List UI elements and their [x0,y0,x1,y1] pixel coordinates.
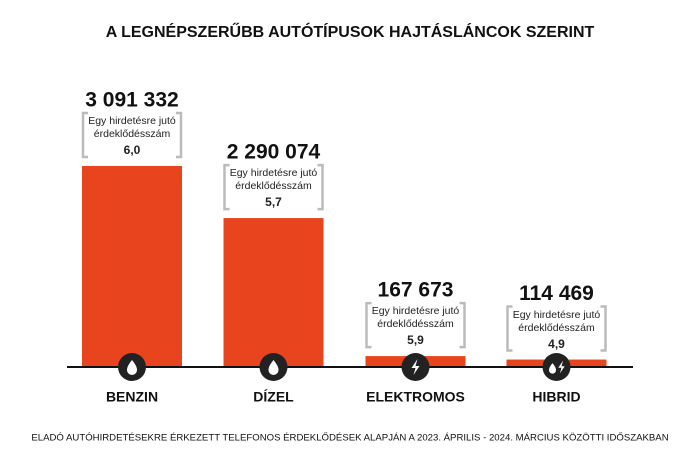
interest-label: Egy hirdetésre jutó érdeklődésszám [88,114,176,140]
interest-value: 4,9 [548,336,565,351]
interest-note: Egy hirdetésre jutó érdeklődésszám 5,9 [368,305,464,347]
chart-title: A LEGNÉPSZERŰBB AUTÓTÍPUSOK HAJTÁSLÁNCOK… [106,22,595,41]
interest-value: 5,9 [407,333,424,348]
bar [223,218,324,367]
icon-circle [542,353,571,381]
interest-note: Egy hirdetésre jutó érdeklődésszám 4,9 [509,309,605,351]
bracket [365,301,372,349]
value-label: 167 673 [378,279,454,302]
bracket [600,305,607,352]
interest-value: 5,7 [265,195,282,210]
icon [558,360,565,374]
bracket [223,163,230,211]
interest-label: Egy hirdetésre jutó érdeklődésszám [512,308,601,334]
x-tick-label: HIBRID [532,389,580,405]
icon [411,359,420,375]
footnote: ELADÓ AUTÓHIRDETÉSEKRE ÉRKEZETT TELEFONO… [31,433,668,444]
value-label: 114 469 [519,282,594,305]
icon [549,363,556,374]
interest-value: 6,0 [123,142,141,157]
bracket [81,111,88,159]
icon [127,360,137,375]
bracket [506,305,513,352]
value-label: 2 290 074 [227,141,321,164]
interest-note: Egy hirdetésre jutó érdeklődésszám 5,7 [226,167,322,209]
interest-label: Egy hirdetésre jutó érdeklődésszám [229,167,318,193]
icon [268,360,279,375]
interest-note: Egy hirdetésre jutó érdeklődésszám 6,0 [84,115,180,157]
bracket [317,163,324,211]
bracket [459,301,466,349]
interest-label: Egy hirdetésre jutó érdeklődésszám [371,305,460,331]
x-tick-label: BENZIN [106,389,158,405]
x-tick-label: ELEKTROMOS [366,389,465,405]
value-label: 3 091 332 [85,89,178,112]
x-tick-label: DÍZEL [253,389,294,405]
bar [82,165,182,367]
bracket [176,111,183,159]
